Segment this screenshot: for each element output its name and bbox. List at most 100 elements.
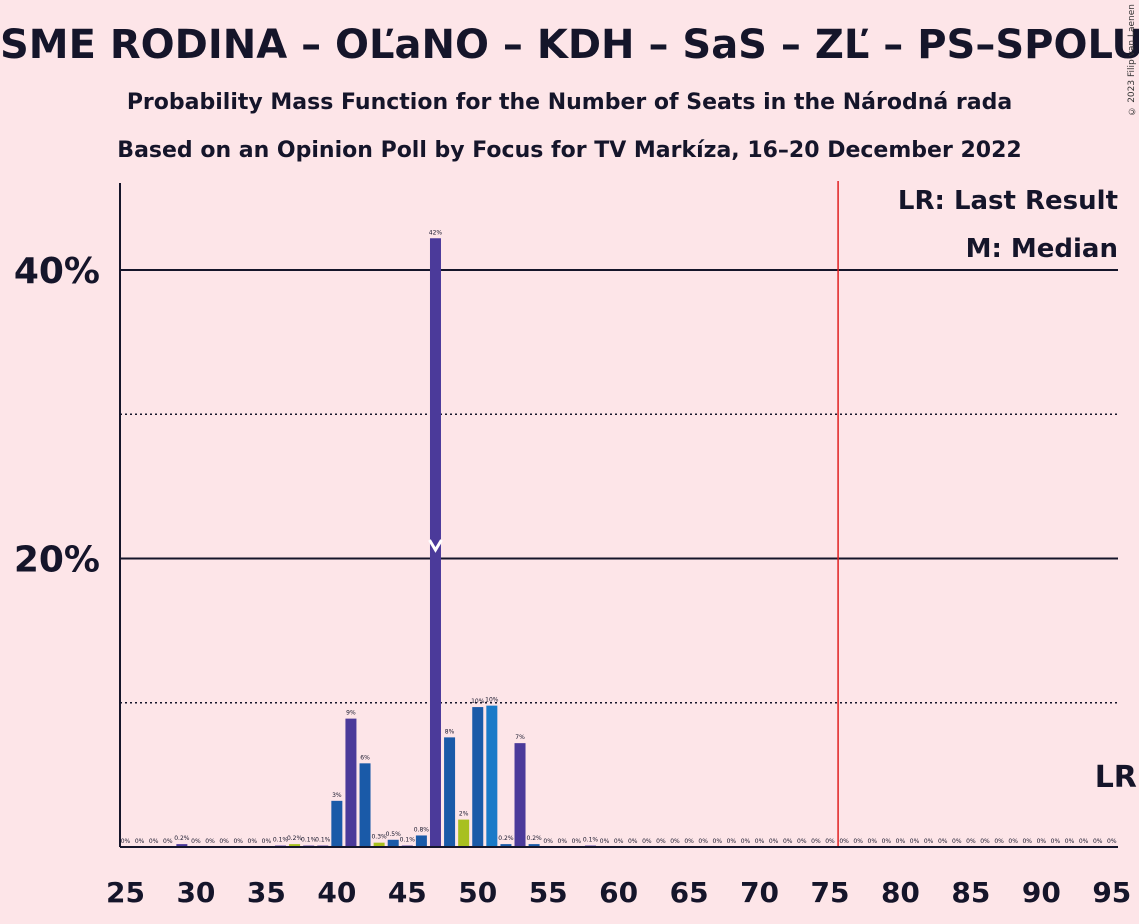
data-label: 0% xyxy=(952,838,962,845)
data-label: 0.1% xyxy=(583,837,599,844)
bar-seats-43 xyxy=(373,842,385,847)
x-tick-label: 65 xyxy=(670,876,709,909)
chart-subtitle-source: Based on an Opinion Poll by Focus for TV… xyxy=(117,138,1022,163)
data-label: 0% xyxy=(543,838,553,845)
x-tick-label: 55 xyxy=(529,876,568,909)
data-label: 0% xyxy=(698,838,708,845)
legend-median: M: Median xyxy=(966,234,1118,264)
bars-group xyxy=(176,238,596,847)
x-tick-label: 75 xyxy=(811,876,850,909)
data-label: 0% xyxy=(642,838,652,845)
data-label: 10% xyxy=(471,698,485,705)
x-tick-label: 50 xyxy=(458,876,497,909)
data-label: 2% xyxy=(459,811,469,818)
y-tick-label: 20% xyxy=(14,540,100,581)
bar-seats-54 xyxy=(528,844,540,847)
data-label: 0% xyxy=(121,838,131,845)
data-label: 0% xyxy=(797,838,807,845)
data-label: 0% xyxy=(769,838,779,845)
x-tick-label: 70 xyxy=(740,876,779,909)
data-label: 0% xyxy=(1051,838,1061,845)
x-tick-label: 45 xyxy=(388,876,427,909)
data-label: 0% xyxy=(656,838,666,845)
data-label: 0.2% xyxy=(174,835,190,842)
last-result-marker: LR xyxy=(1095,760,1137,795)
data-labels-group: 0% 0% 0% 0% 0.2% 0% 0% 0% 0% 0% 0% 0.1%0.2%0.1%0.1%… xyxy=(121,229,1117,845)
data-label: 0.1% xyxy=(273,837,289,844)
data-label: 0.2% xyxy=(498,835,514,842)
x-tick-label: 30 xyxy=(176,876,215,909)
data-label: 0% xyxy=(262,838,272,845)
data-label: 0% xyxy=(910,838,920,845)
data-label: 0% xyxy=(896,838,906,845)
bar-seats-47 xyxy=(429,238,441,847)
data-label: 42% xyxy=(429,229,443,236)
data-label: 0% xyxy=(219,838,229,845)
x-tick-label: 85 xyxy=(951,876,990,909)
bar-seats-41 xyxy=(345,718,357,847)
data-label: 0% xyxy=(149,838,159,845)
bar-seats-53 xyxy=(514,743,526,847)
data-label: 0% xyxy=(966,838,976,845)
data-label: 0.5% xyxy=(386,831,402,838)
data-label: 0% xyxy=(628,838,638,845)
data-label: 0.1% xyxy=(315,837,331,844)
bar-seats-46 xyxy=(415,835,427,847)
data-label: 0% xyxy=(755,838,765,845)
data-label: 0% xyxy=(853,838,863,845)
data-label: 0% xyxy=(825,838,835,845)
data-label: 0.2% xyxy=(287,835,303,842)
x-tick-label: 25 xyxy=(106,876,145,909)
y-tick-label: 40% xyxy=(14,251,100,292)
x-tick-label: 35 xyxy=(247,876,286,909)
x-tick-label: 40 xyxy=(317,876,356,909)
data-label: 0.8% xyxy=(414,826,430,833)
data-label: 7% xyxy=(515,734,525,741)
data-label: 0% xyxy=(572,838,582,845)
data-label: 0% xyxy=(1079,838,1089,845)
data-label: 0% xyxy=(1107,838,1117,845)
data-label: 0% xyxy=(191,838,201,845)
data-label: 3% xyxy=(332,792,342,799)
legend-last-result: LR: Last Result xyxy=(898,186,1118,216)
data-label: 0% xyxy=(1065,838,1075,845)
data-label: 0% xyxy=(811,838,821,845)
data-label: 0% xyxy=(1093,838,1103,845)
data-label: 0% xyxy=(980,838,990,845)
data-label: 0% xyxy=(205,838,215,845)
data-label: 0% xyxy=(1022,838,1032,845)
bar-seats-44 xyxy=(387,839,399,847)
median-marker xyxy=(428,539,443,553)
data-label: 0% xyxy=(938,838,948,845)
data-label: 0.2% xyxy=(526,835,542,842)
data-label: 0% xyxy=(727,838,737,845)
data-label: 0% xyxy=(135,838,145,845)
data-label: 0.1% xyxy=(400,837,416,844)
x-tick-label: 60 xyxy=(599,876,638,909)
chart-title: SME RODINA – OĽaNO – KDH – SaS – ZĽ – PS… xyxy=(0,22,1139,68)
data-label: 0% xyxy=(924,838,934,845)
data-label: 0% xyxy=(1008,838,1018,845)
data-label: 0% xyxy=(600,838,610,845)
bar-seats-42 xyxy=(359,763,371,847)
data-label: 0% xyxy=(233,838,243,845)
gridlines xyxy=(120,269,1118,704)
bar-seats-37 xyxy=(289,844,301,847)
data-label: 10% xyxy=(485,697,499,704)
data-label: 0% xyxy=(614,838,624,845)
data-label: 0% xyxy=(741,838,751,845)
x-tick-label: 90 xyxy=(1022,876,1061,909)
bar-seats-52 xyxy=(500,844,512,847)
chart-subtitle: Probability Mass Function for the Number… xyxy=(126,90,1013,115)
bar-seats-50 xyxy=(472,707,484,847)
bar-seats-29 xyxy=(176,844,188,847)
data-label: 9% xyxy=(346,710,356,717)
data-label: 0% xyxy=(684,838,694,845)
bar-seats-49 xyxy=(458,819,470,847)
bar-seats-51 xyxy=(486,705,498,847)
data-label: 0% xyxy=(248,838,258,845)
data-label: 8% xyxy=(445,728,455,735)
x-tick-label: 80 xyxy=(881,876,920,909)
data-label: 0% xyxy=(163,838,173,845)
